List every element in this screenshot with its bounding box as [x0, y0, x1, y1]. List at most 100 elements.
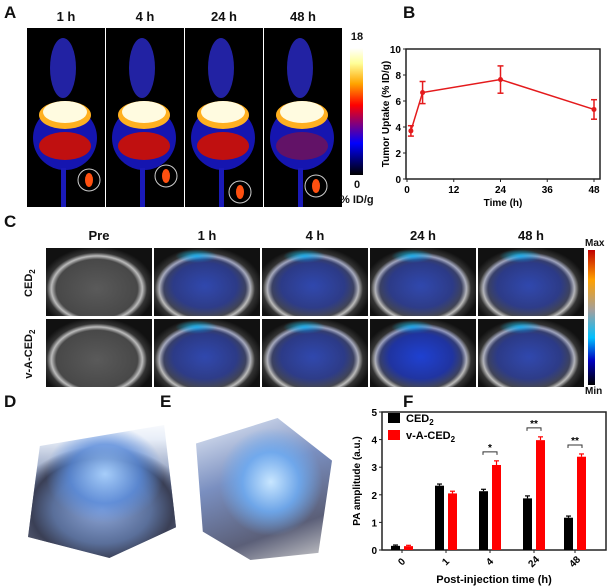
x-tick-label: 24	[495, 185, 507, 196]
3d-render-v-a-ced2	[196, 418, 332, 560]
3d-render-ced2	[28, 425, 176, 558]
column-label: 24 h	[409, 228, 436, 243]
y-tick-label: 4	[371, 436, 377, 447]
gut-signal	[39, 132, 91, 160]
liver-core	[201, 101, 245, 123]
pa-signal-overlay	[262, 319, 368, 387]
pa-colorbar-min: Min	[585, 386, 603, 397]
significance-mark: **	[530, 419, 538, 430]
pet-colorbar-min: 0	[353, 179, 361, 191]
y-tick-label: 2	[395, 149, 401, 160]
panel-label-a: A	[4, 3, 17, 22]
pa-colorbar	[588, 250, 595, 385]
timepoint-label: 24 h	[210, 9, 237, 24]
bar	[577, 456, 586, 550]
data-point	[591, 106, 597, 112]
significance-bracket	[482, 451, 498, 455]
ultrasound-pa-image	[154, 319, 260, 387]
pa-signal-overlay	[370, 248, 476, 316]
legend-subscript: 2	[451, 435, 456, 444]
gut-signal	[276, 132, 328, 160]
panel-label-b: B	[403, 3, 416, 22]
y-tick-label: 6	[395, 97, 401, 108]
panel-label-f: F	[403, 392, 414, 411]
y-axis-label: Tumor Uptake (% ID/g)	[381, 61, 392, 167]
tumor-signal	[162, 169, 170, 183]
column-label: 4 h	[305, 228, 325, 243]
pet-colorbar-max: 18	[350, 31, 364, 43]
row-label: CED2	[23, 243, 37, 323]
panel-label-c: C	[4, 212, 17, 231]
legend-name: CED	[406, 413, 429, 425]
ultrasound-pa-image	[46, 248, 152, 316]
ultrasound-pa-image	[370, 248, 476, 316]
pet-colorbar-unit: % ID/g	[340, 194, 374, 206]
significance-bracket	[567, 444, 583, 448]
row-label-subscript: 2	[28, 329, 38, 335]
x-tick-label: 1	[440, 556, 452, 568]
tail-signal	[140, 168, 145, 207]
x-tick-label: 36	[542, 185, 554, 196]
ultrasound-pa-image	[262, 248, 368, 316]
legend-name: v-A-CED	[406, 430, 451, 442]
x-tick-label: 12	[448, 185, 460, 196]
tumor-signal	[236, 185, 244, 199]
pa-signal-overlay	[478, 248, 584, 316]
head-signal	[50, 38, 76, 98]
head-signal	[287, 38, 313, 98]
data-point	[498, 77, 503, 83]
gut-signal	[118, 132, 170, 160]
pet-image	[264, 28, 342, 207]
bar	[391, 545, 400, 550]
pet-image	[185, 28, 263, 207]
tumor-signal	[85, 173, 93, 187]
tumor-circle	[77, 168, 101, 192]
legend-subscript: 2	[429, 418, 434, 427]
x-tick-label: 48	[567, 554, 583, 570]
y-tick-label: 0	[371, 546, 377, 557]
bar	[523, 498, 532, 550]
bar	[435, 485, 444, 550]
legend-swatch	[388, 430, 400, 440]
gut-signal	[197, 132, 249, 160]
x-tick-label: 24	[526, 554, 542, 570]
bar	[492, 464, 501, 550]
timepoint-label: 1 h	[56, 9, 76, 24]
tail-signal	[61, 168, 66, 207]
plot-frame	[405, 48, 601, 180]
x-tick-label: 48	[588, 185, 600, 196]
timepoint-label: 48 h	[289, 9, 316, 24]
ultrasound-pa-image	[154, 248, 260, 316]
tumor-circle	[154, 164, 178, 188]
tumor-circle	[228, 180, 252, 204]
significance-mark: **	[571, 436, 579, 447]
bar	[564, 517, 573, 550]
pet-colorbar	[350, 48, 363, 175]
pa-colorbar-max: Max	[585, 238, 605, 249]
ultrasound-pa-image	[478, 319, 584, 387]
y-tick-label: 0	[395, 175, 401, 186]
pet-image	[106, 28, 184, 207]
bar	[448, 493, 457, 550]
legend-label: v-A-CED2	[406, 430, 456, 444]
y-tick-label: 8	[395, 71, 401, 82]
row-label-text: CED	[22, 273, 35, 297]
ultrasound-pa-image	[262, 319, 368, 387]
pa-signal-overlay	[262, 248, 368, 316]
y-tick-label: 2	[371, 491, 377, 502]
y-tick-label: 3	[371, 463, 377, 474]
head-signal	[208, 38, 234, 98]
y-tick-label: 4	[395, 123, 401, 134]
y-tick-label: 10	[390, 45, 402, 56]
data-point	[408, 128, 414, 134]
tail-signal	[298, 168, 303, 207]
liver-core	[280, 101, 324, 123]
column-label: 1 h	[197, 228, 217, 243]
x-tick-label: 0	[396, 556, 408, 568]
x-axis-label: Time (h)	[484, 198, 523, 209]
significance-bracket	[526, 427, 542, 431]
legend-label: CED2	[406, 413, 434, 427]
ultrasound-pa-image	[46, 319, 152, 387]
